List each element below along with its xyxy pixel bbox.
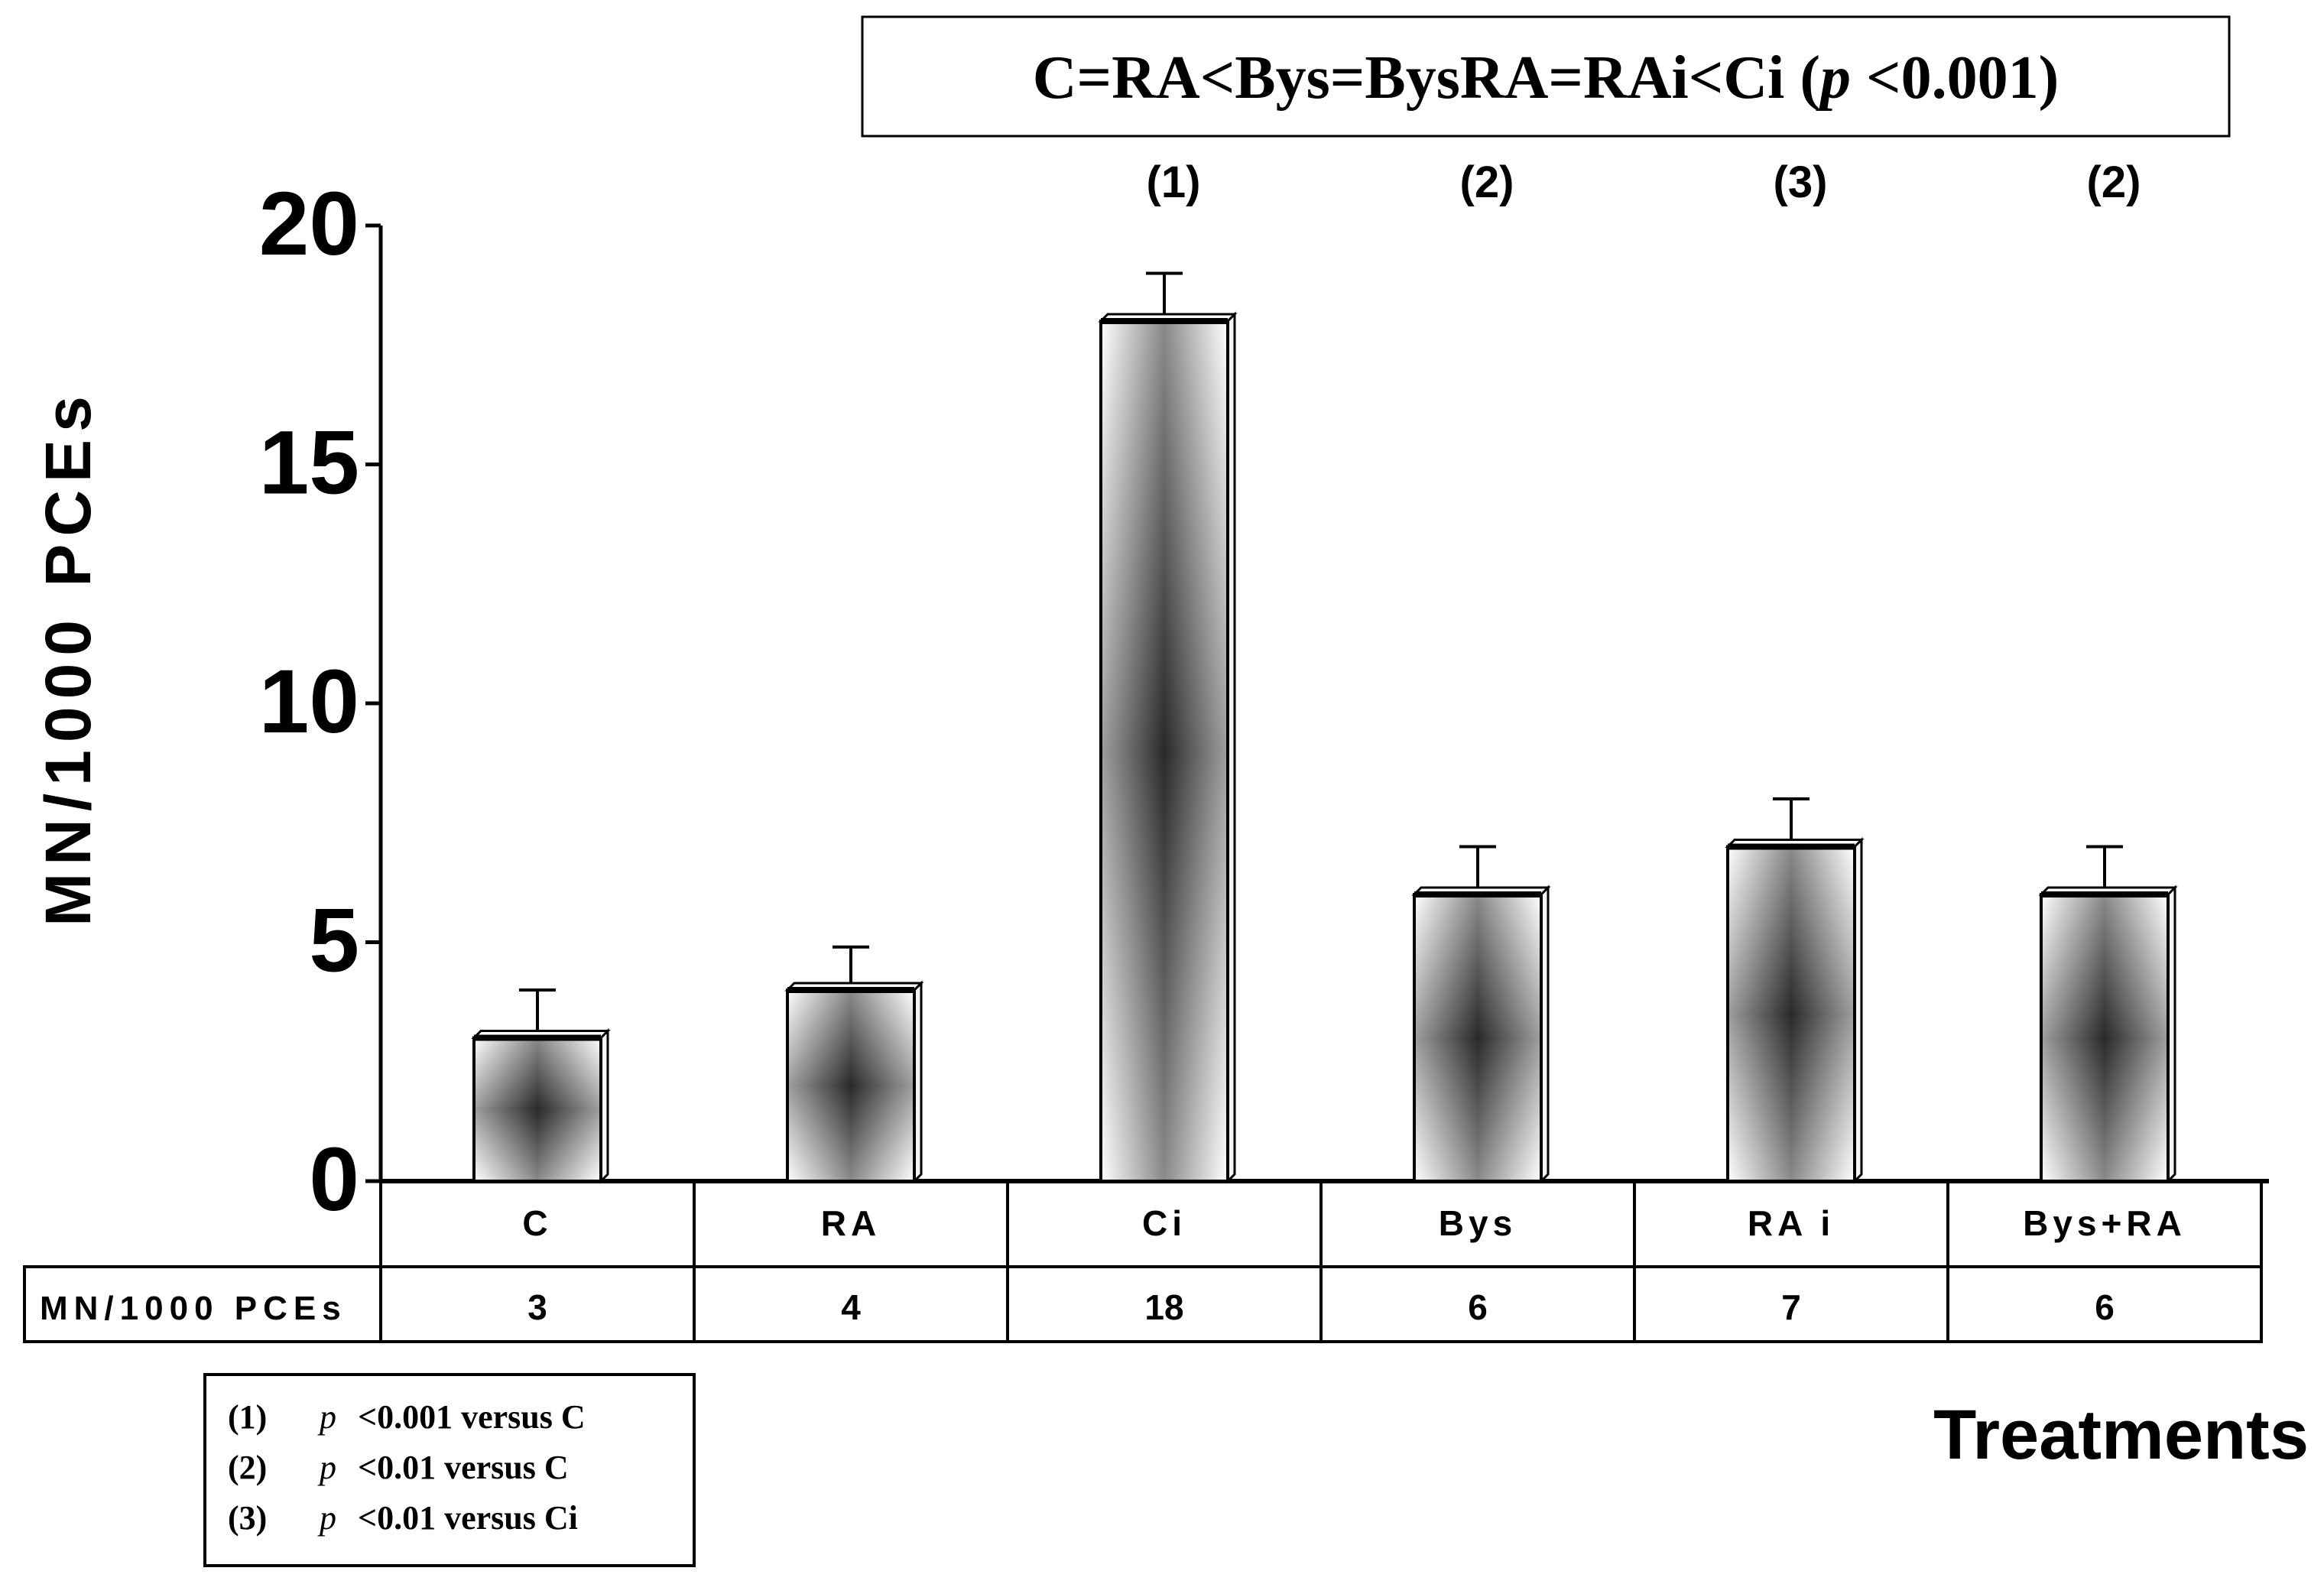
bar-front-horizontal-shade [2041, 894, 2168, 1181]
category-label: RA i [1748, 1203, 1835, 1243]
table-value: 3 [527, 1287, 547, 1327]
legend-box [203, 1373, 696, 1567]
legend-item: (2) p <0.01 versus C [228, 1449, 569, 1486]
legend-item: (3) p <0.01 versus Ci [228, 1499, 578, 1537]
bar-ra [784, 945, 924, 1184]
category-label: C [522, 1203, 552, 1243]
x-axis-label: Treatments [1933, 1396, 2309, 1474]
table-row-label: MN/1000 PCEs [40, 1290, 347, 1327]
legend-text: <0.001 versus C [358, 1398, 586, 1436]
bar-front-horizontal-shade [1101, 321, 1228, 1181]
bar-bys [1411, 845, 1551, 1184]
y-tick-label: 0 [309, 1129, 359, 1230]
title-main: C=RA<Bys=BysRA=RAi<Ci [1033, 44, 1785, 112]
bar-front-horizontal-shade [474, 1037, 601, 1181]
table-value-row [23, 1265, 2263, 1343]
category-label: RA [821, 1203, 881, 1243]
bar-c [471, 988, 611, 1184]
title-p-symbol: p [1816, 44, 1851, 112]
legend-text: <0.01 versus C [358, 1449, 569, 1486]
significance-legend: (1) p <0.001 versus C (2) p <0.01 versus C (3)… [203, 1373, 696, 1567]
table-value: 6 [2095, 1287, 2115, 1327]
legend-text: <0.01 versus Ci [358, 1499, 578, 1537]
table-value: 6 [1468, 1287, 1488, 1327]
y-tick-label: 15 [259, 413, 359, 514]
y-tick-label: 20 [259, 174, 359, 274]
table-value: 7 [1781, 1287, 1801, 1327]
bar-front-horizontal-shade [1414, 894, 1541, 1181]
category-label: Bys+RA [2023, 1203, 2186, 1243]
significance-mark: (1) [1147, 157, 1201, 207]
legend-mark: (1) [228, 1398, 267, 1436]
title-box [861, 15, 2231, 138]
legend-mark: (3) [228, 1499, 267, 1537]
significance-mark: (2) [1460, 157, 1514, 207]
bar-front-horizontal-shade [1728, 846, 1855, 1181]
y-axis-label: MN/1000 PCEs [32, 388, 104, 927]
legend-mark: (2) [228, 1449, 267, 1486]
chart-title: C=RA<Bys=BysRA=RAi<Ci (p <0.001) [1033, 44, 2059, 112]
significance-mark: (3) [1774, 157, 1828, 207]
legend-p-symbol: p [317, 1398, 336, 1436]
bar-ci [1098, 271, 1238, 1184]
table-value: 18 [1144, 1287, 1183, 1327]
title-p-value: <0.001 [1866, 44, 2039, 112]
significance-mark: (2) [2087, 157, 2141, 207]
legend-p-symbol: p [317, 1499, 336, 1537]
bar-bys-ra [2038, 845, 2178, 1184]
legend-item: (1) p <0.001 versus C [228, 1398, 586, 1436]
bar-front-horizontal-shade [787, 990, 914, 1181]
data-table: MN/1000 PCEs C 3 RA 4 Ci 18 Bys 6 RA i 7 Bys+RA 6 [23, 1180, 2263, 1343]
y-tick-label: 5 [309, 891, 359, 992]
table-value: 4 [841, 1287, 861, 1327]
y-tick-label: 10 [259, 651, 359, 752]
bars [471, 271, 2178, 1184]
category-label: Bys [1439, 1203, 1517, 1243]
significance-marks: (1) (2) (3) (2) [1147, 157, 2141, 207]
legend-p-symbol: p [317, 1449, 336, 1486]
category-label: Ci [1142, 1203, 1186, 1243]
y-ticks: 0 5 10 15 20 [259, 174, 381, 1230]
bar-ra-i [1725, 797, 1865, 1184]
